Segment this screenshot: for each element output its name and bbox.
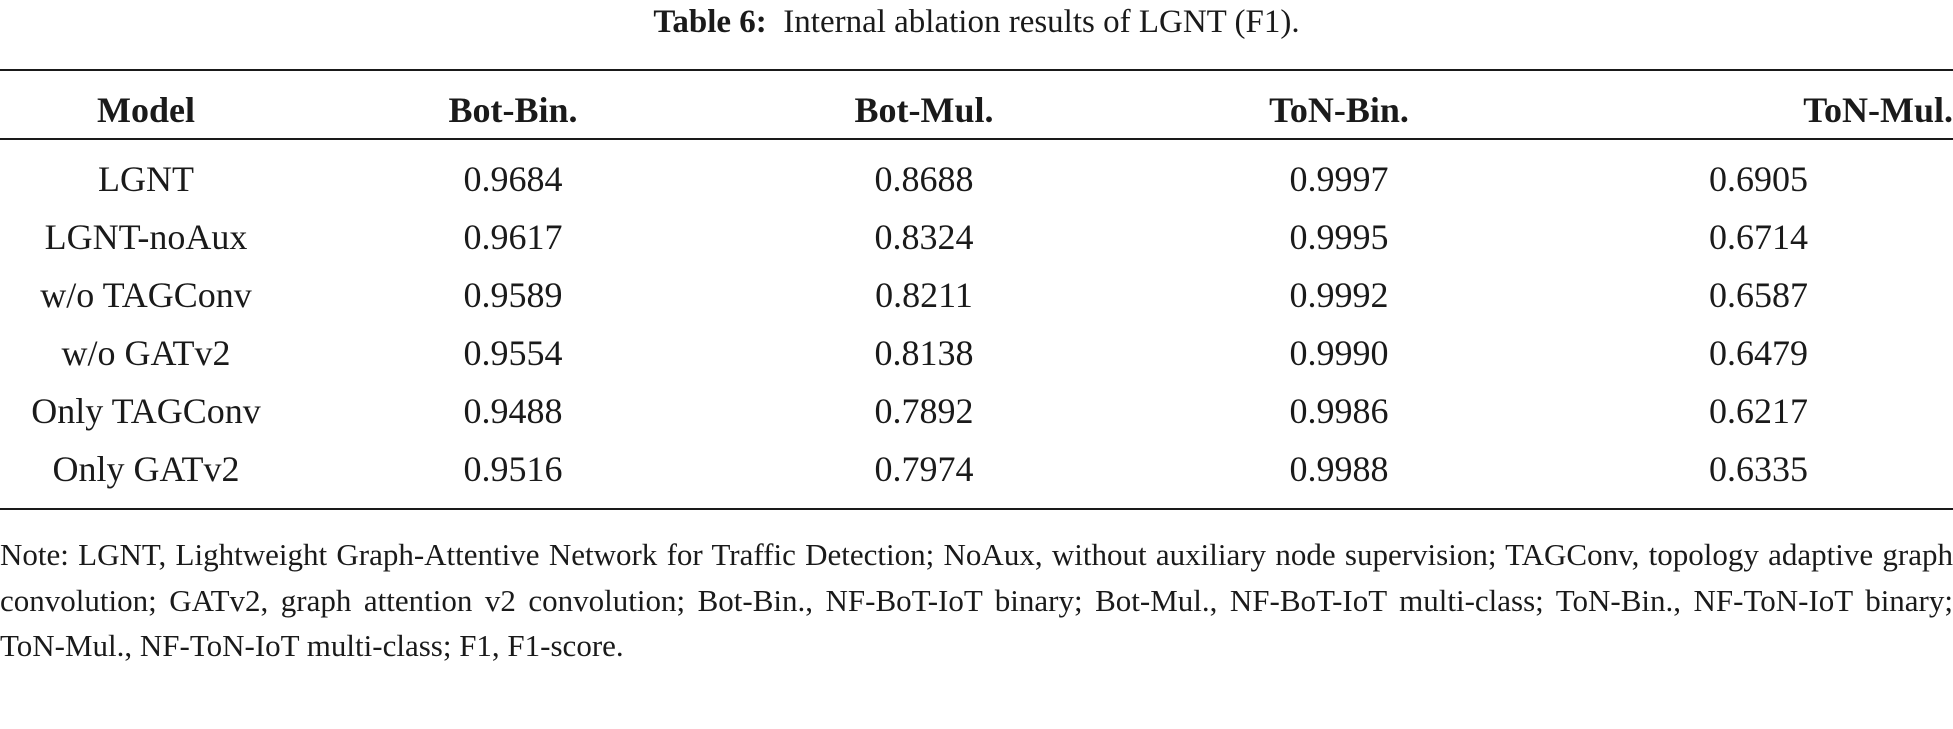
ton-bin-value: 0.9990 (1289, 333, 1389, 373)
ton-bin-value: 0.9997 (1289, 159, 1389, 199)
ton-mul-value: 0.6217 (1709, 391, 1808, 431)
model-name: LGNT (98, 159, 194, 199)
caption-label: Table 6: (653, 4, 767, 40)
model-name: w/o GATv2 (61, 333, 231, 373)
bot-bin-value: 0.9589 (463, 275, 563, 315)
header-model: Model (97, 90, 195, 130)
bot-mul-value: 0.8324 (874, 217, 974, 257)
ton-bin-value: 0.9986 (1289, 391, 1389, 431)
bot-mul-value: 0.7892 (874, 391, 974, 431)
table-row: w/o TAGConv 0.9589 0.8211 0.9992 0.6587 (0, 266, 1953, 324)
bot-mul-value: 0.7974 (874, 449, 974, 489)
ton-mul-value: 0.6335 (1709, 449, 1808, 489)
model-name: LGNT-noAux (44, 217, 248, 257)
table-row: LGNT 0.9684 0.8688 0.9997 0.6905 (0, 138, 1953, 208)
bot-mul-value: 0.8138 (874, 333, 974, 373)
ton-mul-value: 0.6587 (1709, 275, 1808, 315)
header-row: Model Bot-Bin. Bot-Mul. ToN-Bin. ToN-Mul… (0, 82, 1953, 138)
ton-bin-value: 0.9995 (1289, 217, 1389, 257)
bot-mul-value: 0.8211 (875, 275, 973, 315)
ton-mul-value: 0.6905 (1709, 159, 1808, 199)
header-ton-bin: ToN-Bin. (1269, 90, 1409, 130)
header-ton-mul: ToN-Mul. (1803, 90, 1953, 130)
model-name: Only TAGConv (31, 391, 261, 431)
ton-mul-value: 0.6714 (1709, 217, 1808, 257)
bot-bin-value: 0.9488 (463, 391, 563, 431)
ton-mul-value: 0.6479 (1709, 333, 1808, 373)
bot-mul-value: 0.8688 (874, 159, 974, 199)
bottom-rule (0, 508, 1953, 510)
table-row: LGNT-noAux 0.9617 0.8324 0.9995 0.6714 (0, 208, 1953, 266)
table-row: Only GATv2 0.9516 0.7974 0.9988 0.6335 (0, 440, 1953, 498)
ton-bin-value: 0.9992 (1289, 275, 1389, 315)
bot-bin-value: 0.9617 (463, 217, 563, 257)
model-name: Only GATv2 (52, 449, 240, 489)
top-rule (0, 69, 1953, 71)
ablation-table: Model Bot-Bin. Bot-Mul. ToN-Bin. ToN-Mul… (0, 82, 1953, 498)
caption-text: Internal ablation results of LGNT (F1). (783, 4, 1300, 40)
header-rule (0, 138, 1953, 140)
ton-bin-value: 0.9988 (1289, 449, 1389, 489)
table-row: w/o GATv2 0.9554 0.8138 0.9990 0.6479 (0, 324, 1953, 382)
header-bot-mul: Bot-Mul. (854, 90, 994, 130)
table-row: Only TAGConv 0.9488 0.7892 0.9986 0.6217 (0, 382, 1953, 440)
bot-bin-value: 0.9516 (463, 449, 563, 489)
table-note: Note: LGNT, Lightweight Graph-Attentive … (0, 537, 1953, 663)
model-name: w/o TAGConv (40, 275, 252, 315)
header-bot-bin: Bot-Bin. (448, 90, 578, 130)
bot-bin-value: 0.9684 (463, 159, 563, 199)
bot-bin-value: 0.9554 (463, 333, 563, 373)
table-caption: Table 6: Internal ablation results of LG… (0, 0, 1953, 44)
